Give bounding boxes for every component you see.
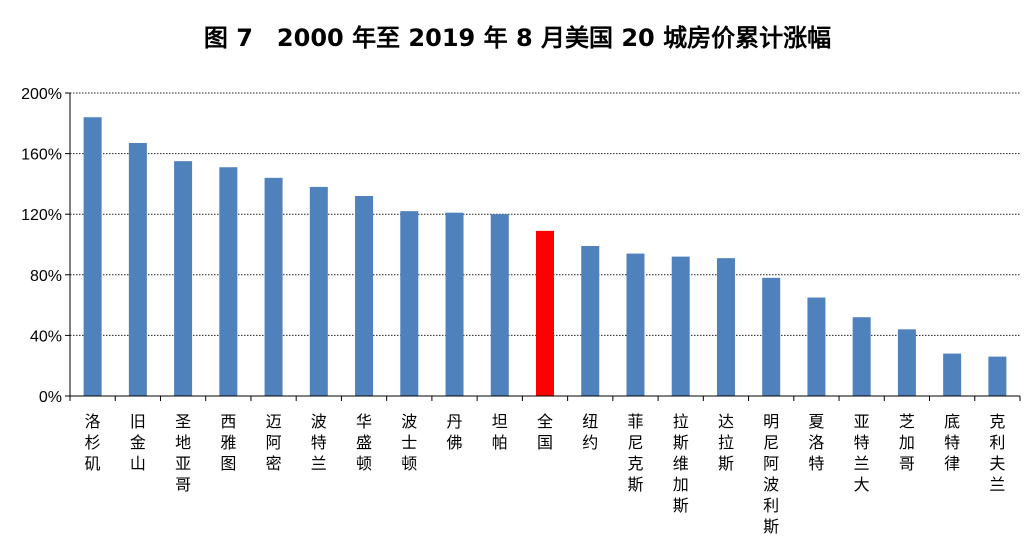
x-tick-label: 西雅图 [220,412,236,473]
bar-9 [445,212,464,396]
x-tick-label: 全国 [537,412,553,452]
y-tick-label: 0% [39,389,62,406]
x-tick-label: 芝加哥 [899,412,915,473]
bar-20 [943,353,962,396]
x-tick-label: 洛杉矶 [85,412,101,473]
axes [69,93,1020,397]
bar-14 [671,256,690,396]
bar-21 [988,356,1007,396]
bar-1 [83,117,102,397]
bars [83,117,1007,397]
x-tick-label: 波士顿 [401,412,417,473]
bar-19 [897,329,916,396]
x-tick-label: 迈阿密 [266,412,282,473]
chart-title: 图 7 2000 年至 2019 年 8 月美国 20 城房价累计涨幅 [203,24,832,52]
bar-8 [400,211,419,396]
y-tick-label: 160% [21,147,62,164]
x-tick-label: 丹佛 [447,412,463,452]
bar-17 [807,297,826,396]
bar-5 [264,177,283,396]
y-tick-label: 40% [30,328,62,345]
x-tick-label: 达拉斯 [718,412,734,473]
y-axis-ticks: 0% 40% 80% 120% 160% 200% [21,86,70,406]
x-tick-label: 纽约 [582,412,598,452]
x-tick-label: 亚特兰大 [854,412,870,494]
bar-4 [219,167,238,396]
bar-3 [174,161,193,396]
bar-15 [716,258,735,396]
x-tick-label: 华盛顿 [356,412,372,473]
x-tick-label: 拉斯维加斯 [673,412,689,515]
x-tick-label: 坦帕 [492,412,508,452]
y-tick-label: 200% [21,86,62,103]
x-tick-label: 克利夫兰 [989,412,1005,494]
bar-16 [762,277,781,396]
y-tick-label: 80% [30,268,62,285]
bar-18 [852,317,871,396]
x-tick-label: 明尼阿波利斯 [763,412,779,536]
x-tick-label: 圣地亚哥 [175,412,191,494]
bar-7 [355,196,374,396]
bar-2 [128,142,147,396]
bar-10 [490,214,509,396]
x-tick-label: 菲尼克斯 [627,412,643,494]
bar-6 [309,186,328,396]
y-tick-label: 120% [21,207,62,224]
bar-11 [536,230,554,396]
x-tick-label: 旧金山 [130,412,146,473]
x-tick-label: 底特律 [944,412,960,473]
x-tick-label: 夏洛特 [808,412,824,473]
bar-12 [581,246,600,396]
bar-13 [626,253,645,396]
x-tick-label: 波特兰 [311,412,327,473]
